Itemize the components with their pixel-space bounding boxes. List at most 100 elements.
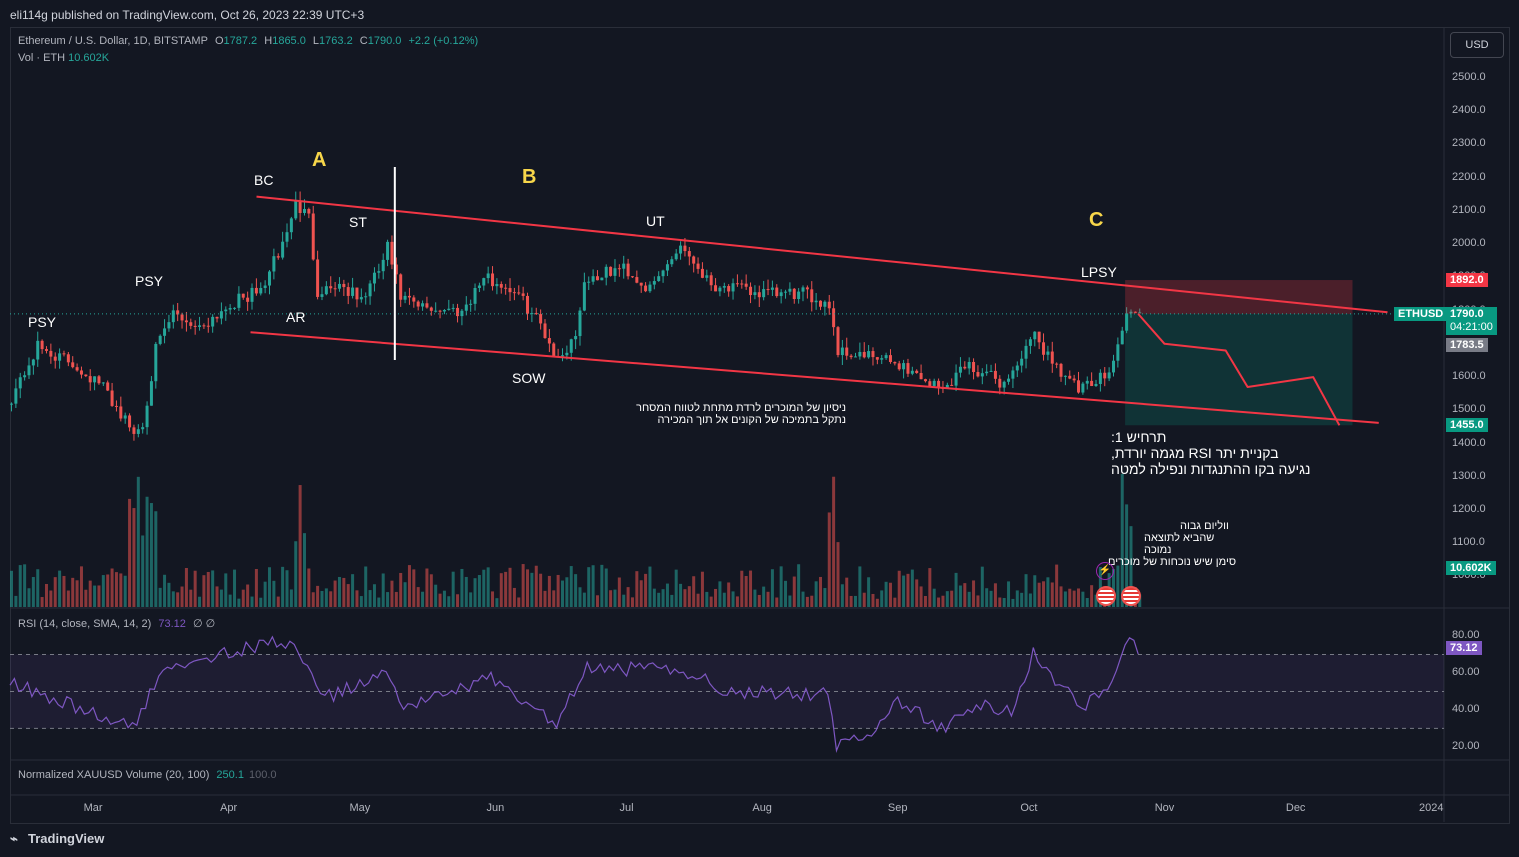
candle-body — [276, 256, 280, 258]
candle-body — [84, 374, 88, 377]
candle-body — [652, 281, 656, 285]
note-scenario-line-1: תרחיש 1: — [1111, 429, 1167, 445]
candle-body — [416, 301, 420, 307]
volume-bar — [246, 584, 250, 607]
volume-bar — [1024, 574, 1028, 607]
candle-body — [700, 268, 704, 278]
countdown-value: 04:21:00 — [1450, 321, 1493, 333]
candle-body — [788, 288, 792, 292]
tradingview-footer[interactable]: ⌁ TradingView — [10, 831, 104, 847]
time-tick: Dec — [1285, 802, 1306, 814]
candle-body — [923, 379, 927, 382]
volume-bar — [932, 588, 936, 607]
candle-body — [648, 284, 652, 292]
candle-body — [1033, 331, 1037, 340]
candle-body — [79, 370, 83, 375]
volume-bar — [75, 580, 79, 607]
volume-header[interactable]: Vol · ETH 10.602K — [18, 52, 109, 64]
volume-bar — [1111, 569, 1115, 607]
candle-body — [1125, 313, 1129, 331]
volume-bar — [294, 541, 298, 607]
rsi-legend-label: RSI (14, close, SMA, 14, 2) — [18, 618, 152, 630]
volume-bar — [1129, 526, 1133, 607]
label-ut: UT — [646, 213, 665, 229]
note-support-line-1: ניסיון של המוכרים לרדת מתחת לטווח המסחר — [636, 402, 846, 414]
channel-lower-line — [250, 331, 1379, 424]
volume-bar — [687, 586, 691, 607]
candle-body — [731, 283, 735, 292]
candle-body — [198, 325, 202, 327]
candle-body — [180, 314, 184, 321]
change-value: +2.2 (+0.12%) — [408, 35, 479, 47]
candle-body — [657, 276, 661, 282]
volume-bar — [1011, 598, 1015, 607]
candle-body — [158, 335, 162, 344]
event-flag-icon-1[interactable] — [1096, 586, 1116, 606]
rsi-legend[interactable]: RSI (14, close, SMA, 14, 2) 73.12 ∅ ∅ — [18, 617, 215, 630]
volume-bar — [342, 577, 346, 607]
volume-bar — [635, 571, 639, 607]
volume-bar — [346, 584, 350, 607]
candle-body — [285, 232, 289, 242]
event-flag-icon-2[interactable] — [1121, 586, 1141, 606]
phase-c-label: C — [1089, 209, 1104, 231]
candle-body — [254, 287, 258, 294]
volume-bar — [88, 580, 92, 607]
candle-body — [394, 264, 398, 275]
candle-body — [718, 287, 722, 292]
volume-bar — [285, 570, 289, 607]
event-icon-lightning[interactable]: ⚡ — [1096, 562, 1114, 580]
candle-body — [670, 259, 674, 265]
candle-body — [819, 300, 823, 307]
volume-bar — [36, 569, 40, 607]
volume-bar — [289, 589, 293, 607]
candle-body — [27, 365, 31, 376]
volume-bar — [416, 587, 420, 607]
target-high-badge: 1892.0 — [1446, 273, 1488, 287]
candle-body — [1055, 363, 1059, 365]
volume-bar — [456, 594, 460, 607]
candle-body — [574, 336, 578, 340]
candle-body — [359, 297, 363, 300]
price-tick: 1500.0 — [1452, 403, 1486, 416]
candle-body — [867, 351, 871, 358]
volume-bar — [665, 583, 669, 607]
candle-body — [145, 405, 149, 428]
volume-bar — [574, 574, 578, 607]
volume-bar — [884, 581, 888, 607]
channel-upper-line — [256, 195, 1388, 314]
candle-body — [687, 251, 691, 257]
candle-body — [233, 307, 237, 309]
candle-body — [552, 343, 556, 357]
volume-bar — [670, 594, 674, 607]
currency-button[interactable]: USD — [1450, 32, 1504, 58]
symbol-header[interactable]: Ethereum / U.S. Dollar, 1D, BITSTAMP O17… — [18, 35, 482, 47]
candle-body — [456, 307, 460, 317]
candle-body — [1007, 378, 1011, 382]
volume-bar — [263, 581, 267, 607]
rsi-tick: 80.00 — [1452, 629, 1480, 641]
volume-bar — [784, 580, 788, 607]
norm-volume-legend[interactable]: Normalized XAUUSD Volume (20, 100) 250.1… — [18, 769, 277, 781]
candle-body — [827, 301, 831, 309]
candle-body — [950, 384, 954, 386]
volume-bar — [40, 597, 44, 607]
volume-bar — [58, 570, 62, 607]
last-price-value: 1790.0 — [1450, 308, 1484, 320]
volume-bar — [556, 574, 560, 607]
price-tick: 2200.0 — [1452, 170, 1486, 183]
volume-bar — [241, 589, 245, 607]
symbol-name[interactable]: Ethereum / U.S. Dollar, 1D, BITSTAMP — [18, 35, 208, 47]
volume-bar — [434, 584, 438, 607]
candle-body — [36, 340, 40, 360]
candle-body — [219, 311, 223, 319]
candle-body — [875, 357, 879, 360]
entry-badge: 1783.5 — [1446, 338, 1488, 352]
candle-body — [539, 314, 543, 324]
volume-bar — [836, 542, 840, 607]
volume-bar — [141, 535, 145, 607]
volume-bar — [333, 580, 337, 607]
candle-body — [469, 303, 473, 305]
volume-bar — [735, 596, 739, 607]
